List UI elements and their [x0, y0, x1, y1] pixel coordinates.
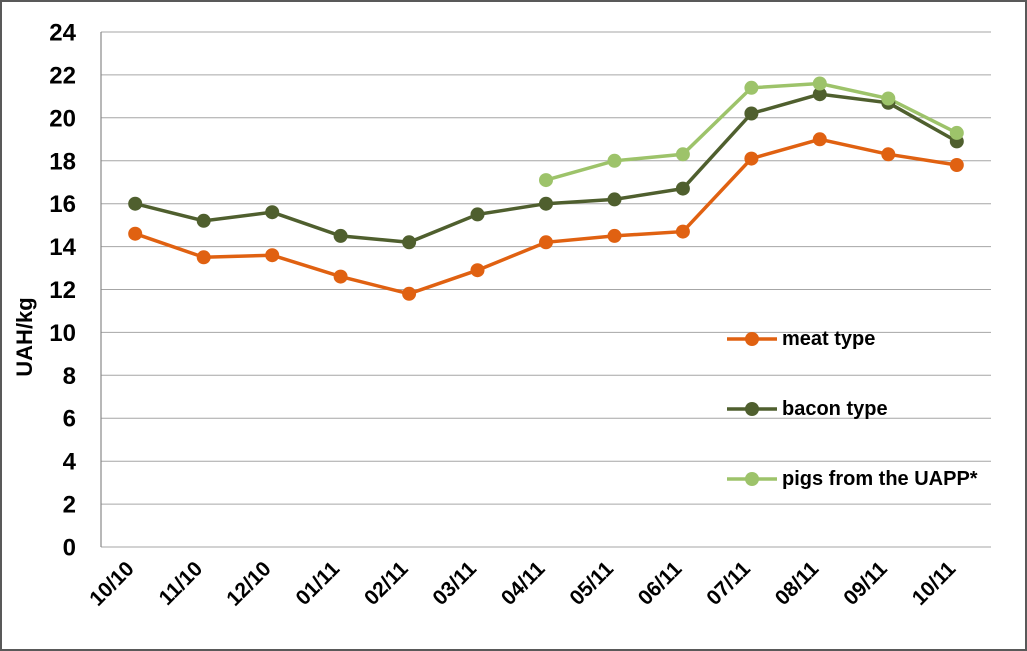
svg-text:10/10: 10/10	[85, 557, 138, 610]
svg-text:18: 18	[49, 148, 76, 175]
svg-text:14: 14	[49, 234, 76, 261]
svg-text:8: 8	[63, 363, 76, 390]
svg-text:meat type: meat type	[782, 328, 875, 350]
svg-text:0: 0	[63, 535, 76, 562]
svg-text:03/11: 03/11	[428, 557, 481, 610]
svg-text:02/11: 02/11	[360, 557, 413, 610]
svg-text:20: 20	[49, 105, 76, 132]
svg-text:UAH/kg: UAH/kg	[12, 297, 37, 376]
svg-text:10: 10	[49, 320, 76, 347]
svg-text:01/11: 01/11	[292, 557, 345, 610]
svg-text:bacon type: bacon type	[782, 398, 888, 420]
svg-text:10/11: 10/11	[908, 557, 961, 610]
svg-text:24: 24	[49, 20, 76, 47]
svg-text:4: 4	[63, 449, 77, 476]
svg-text:05/11: 05/11	[565, 557, 618, 610]
svg-text:06/11: 06/11	[634, 557, 687, 610]
svg-text:08/11: 08/11	[771, 557, 824, 610]
svg-text:12/10: 12/10	[222, 557, 275, 610]
svg-text:09/11: 09/11	[839, 557, 892, 610]
svg-text:12: 12	[49, 277, 76, 304]
svg-text:16: 16	[49, 191, 76, 218]
svg-text:07/11: 07/11	[702, 557, 755, 610]
svg-text:04/11: 04/11	[497, 557, 550, 610]
svg-text:6: 6	[63, 406, 76, 433]
svg-text:11/10: 11/10	[155, 557, 208, 610]
svg-text:22: 22	[49, 62, 76, 89]
svg-text:2: 2	[63, 492, 76, 519]
svg-text:pigs from the UAPP*: pigs from the UAPP*	[782, 468, 978, 490]
